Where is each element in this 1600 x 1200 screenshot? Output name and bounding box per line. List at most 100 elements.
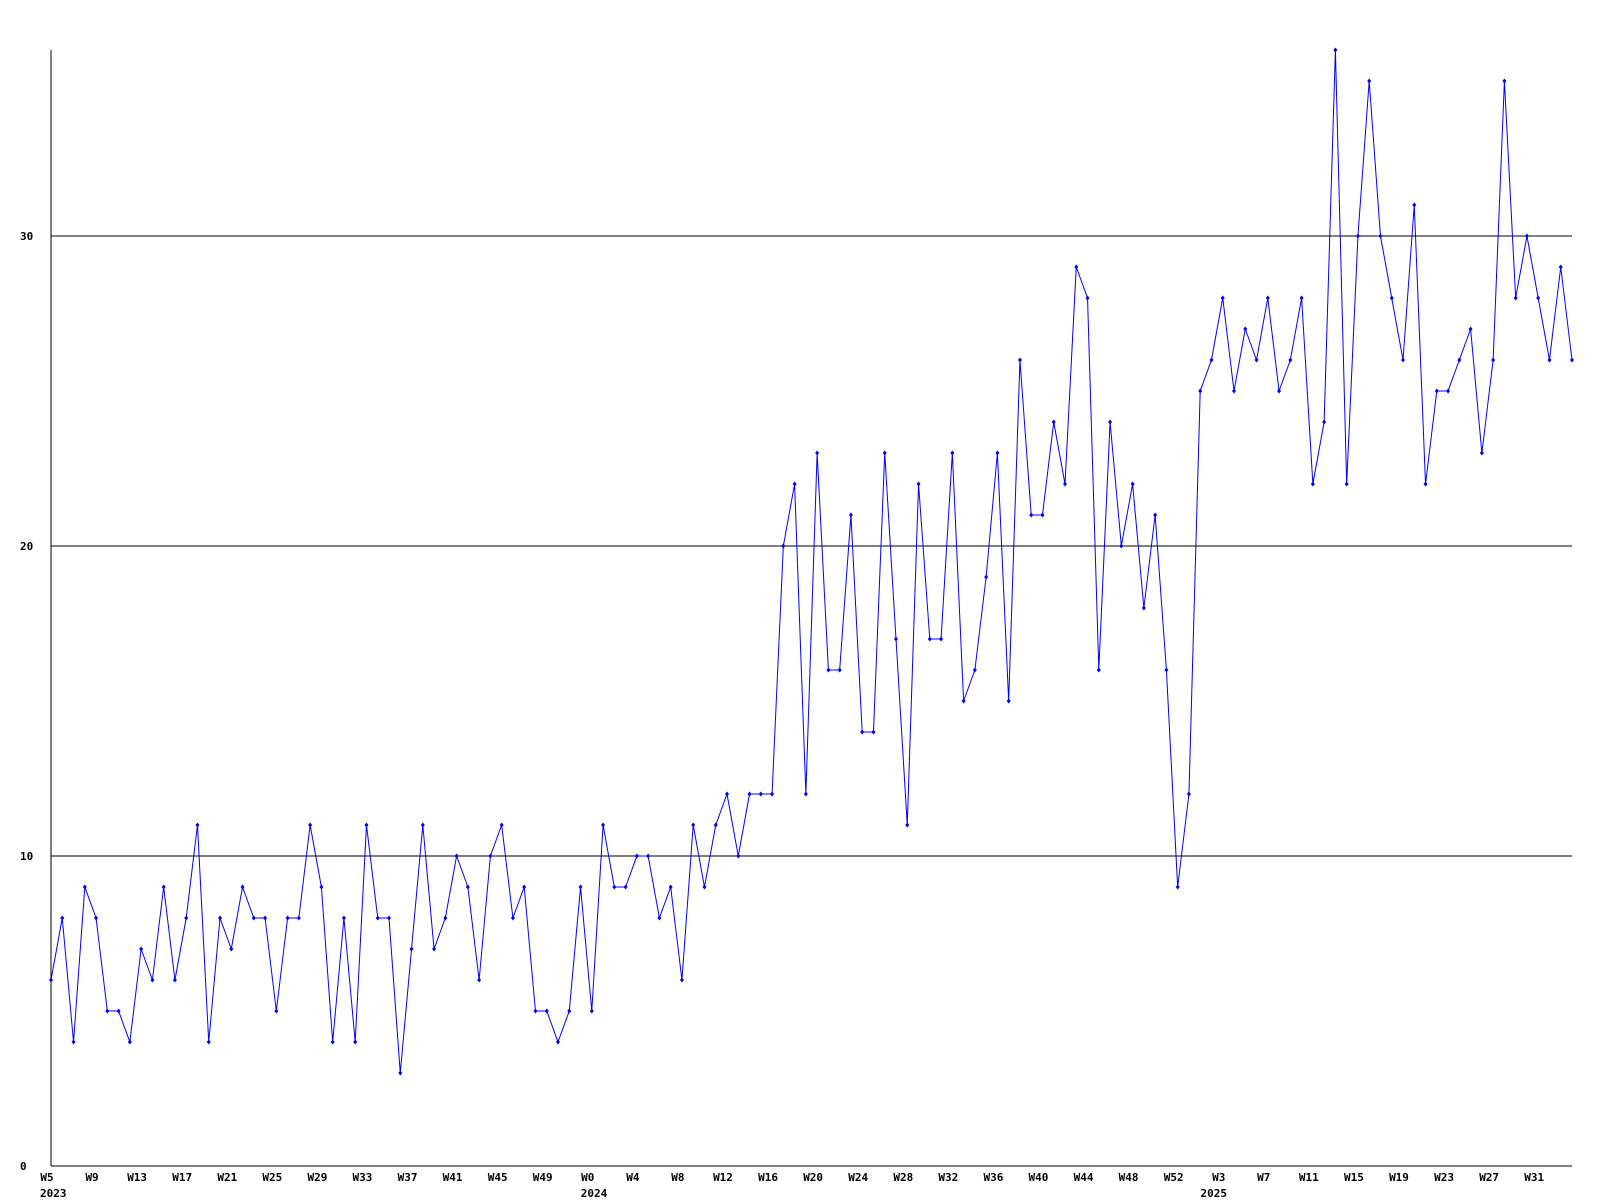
x-tick-label: W36 — [983, 1171, 1003, 1184]
point — [150, 977, 155, 983]
point — [1130, 481, 1135, 487]
point — [127, 1039, 132, 1045]
point — [995, 450, 1000, 456]
point — [578, 884, 583, 890]
point — [1265, 295, 1270, 301]
point — [229, 946, 234, 952]
point — [1119, 543, 1124, 549]
x-tick-label: W0 — [581, 1171, 594, 1184]
x-tick-label: W12 — [713, 1171, 733, 1184]
x-tick-label: W45 — [488, 1171, 508, 1184]
point — [398, 1070, 403, 1076]
point — [1412, 202, 1417, 208]
point — [1355, 233, 1360, 239]
point — [1063, 481, 1067, 487]
point — [1051, 419, 1056, 425]
point — [251, 915, 256, 921]
point — [1085, 295, 1090, 301]
x-tick-label: W17 — [172, 1171, 192, 1184]
point — [375, 915, 380, 921]
x-tick-label: W41 — [443, 1171, 463, 1184]
point — [1491, 357, 1496, 363]
point — [533, 1008, 538, 1014]
x-tick-label: W5 — [40, 1171, 53, 1184]
point — [1029, 512, 1034, 518]
point — [860, 729, 865, 735]
point — [1175, 884, 1180, 890]
x-tick-label: W13 — [127, 1171, 147, 1184]
point — [1367, 78, 1372, 84]
y-tick-label: 30 — [20, 230, 33, 243]
point — [1006, 698, 1011, 704]
point — [826, 667, 831, 673]
point — [1513, 295, 1518, 301]
point — [601, 822, 606, 828]
year-label: 2025 — [1200, 1187, 1227, 1200]
x-tick-label: W24 — [848, 1171, 868, 1184]
point — [105, 1008, 110, 1014]
point — [71, 1039, 76, 1045]
x-tick-label: W27 — [1479, 1171, 1499, 1184]
point — [1209, 357, 1214, 363]
point — [1198, 388, 1203, 394]
point — [612, 884, 617, 890]
point — [409, 946, 414, 952]
point — [1164, 667, 1169, 673]
y-tick-label: 10 — [20, 850, 33, 863]
point — [1378, 233, 1383, 239]
point — [1288, 357, 1293, 363]
y-tick-label: 0 — [20, 1160, 27, 1173]
point — [1153, 512, 1158, 518]
point — [939, 636, 944, 642]
x-tick-label: W37 — [398, 1171, 418, 1184]
point — [713, 822, 718, 828]
point — [646, 853, 651, 859]
point — [1096, 667, 1101, 673]
point — [432, 946, 437, 952]
point — [1502, 78, 1507, 84]
x-tick-label: W21 — [217, 1171, 237, 1184]
x-tick-label: W19 — [1389, 1171, 1409, 1184]
point — [1457, 357, 1462, 363]
point — [961, 698, 966, 704]
point — [894, 636, 898, 642]
point — [770, 791, 775, 797]
point — [477, 977, 482, 983]
point — [94, 915, 99, 921]
point — [218, 915, 222, 921]
point — [1243, 326, 1248, 332]
x-tick-label: W29 — [307, 1171, 327, 1184]
line — [50, 49, 1573, 1074]
point — [364, 822, 369, 828]
point — [1141, 605, 1146, 611]
point — [871, 729, 876, 735]
x-tick-label: W33 — [353, 1171, 373, 1184]
point — [1524, 233, 1529, 239]
point — [1186, 791, 1191, 797]
x-tick-label: W11 — [1299, 1171, 1319, 1184]
point — [1232, 388, 1236, 394]
x-tick-label: W7 — [1257, 1171, 1270, 1184]
year-label: 2024 — [581, 1187, 608, 1200]
x-tick-label: W28 — [893, 1171, 913, 1184]
point — [195, 822, 200, 828]
point — [184, 915, 189, 921]
point — [274, 1008, 279, 1014]
point — [1017, 357, 1022, 363]
point — [972, 667, 977, 673]
point — [1220, 295, 1225, 301]
point — [567, 1008, 572, 1014]
point — [556, 1039, 560, 1045]
point — [465, 884, 470, 890]
point — [308, 822, 313, 828]
point — [454, 853, 459, 859]
x-tick-label: W16 — [758, 1171, 778, 1184]
point — [1547, 357, 1552, 363]
point — [1074, 264, 1079, 270]
point — [139, 946, 144, 952]
point — [1468, 326, 1473, 332]
point — [60, 915, 65, 921]
point — [1333, 47, 1338, 53]
